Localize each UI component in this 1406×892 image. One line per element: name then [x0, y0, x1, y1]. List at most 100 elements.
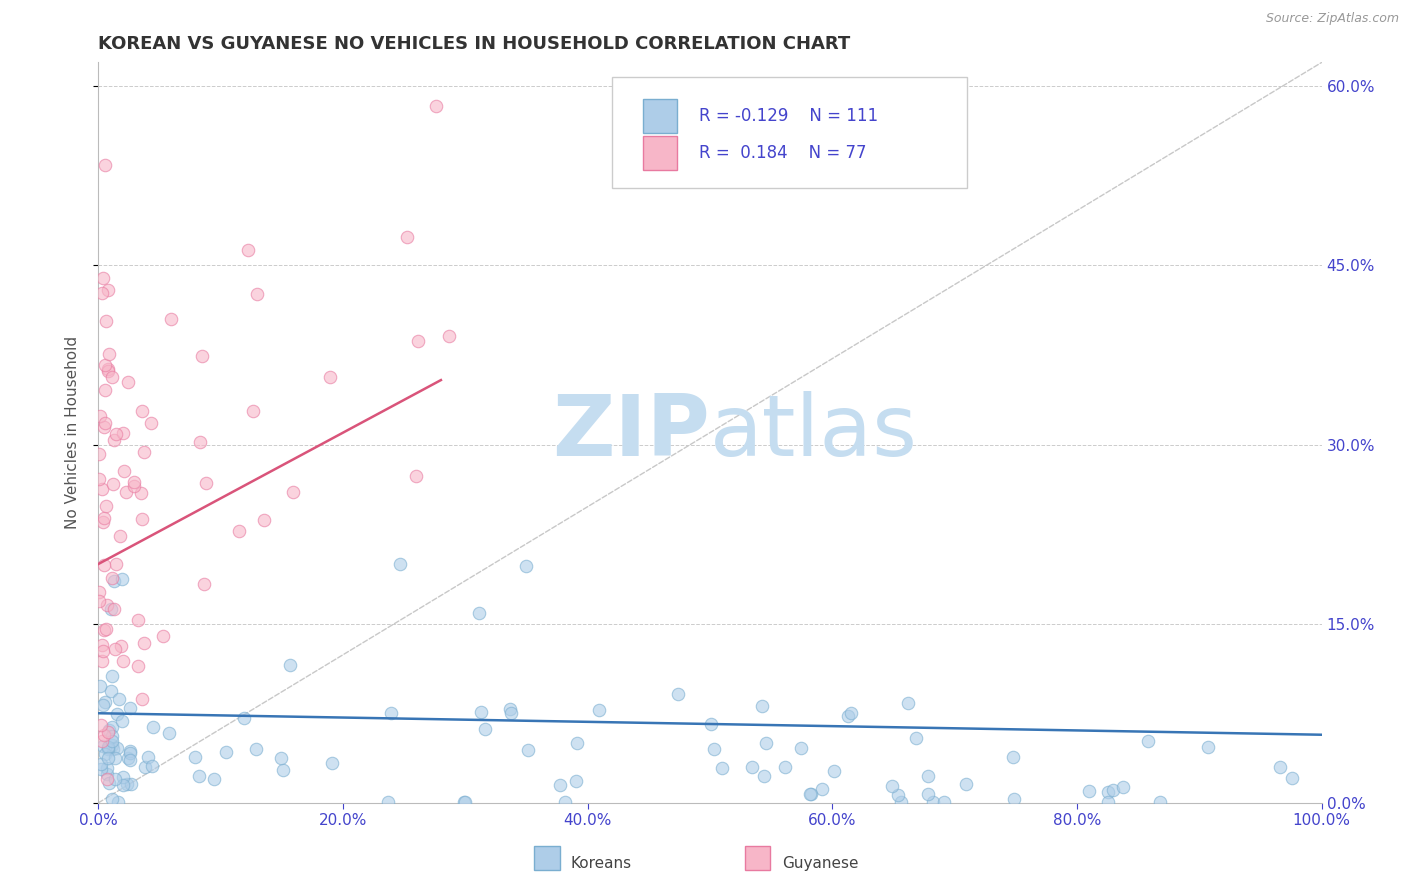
Point: [87, 585, 110, 599]
Point: [453, 795, 475, 809]
Point: [799, 787, 821, 801]
FancyBboxPatch shape: [643, 136, 678, 169]
Point: [136, 750, 159, 764]
Point: [87, 447, 110, 461]
Point: [134, 760, 156, 774]
Point: [897, 697, 920, 711]
Point: [100, 734, 122, 748]
Point: [91, 733, 114, 747]
Point: [94, 417, 117, 431]
Point: [111, 779, 134, 793]
Point: [499, 702, 522, 716]
Point: [93, 558, 115, 573]
Point: [516, 743, 538, 757]
Point: [131, 404, 153, 418]
Point: [93, 739, 115, 753]
Point: [91, 270, 114, 285]
Point: [129, 486, 152, 500]
Point: [790, 740, 813, 755]
Point: [1102, 782, 1125, 797]
Point: [1112, 780, 1135, 794]
Point: [319, 369, 342, 384]
Point: [115, 776, 138, 790]
Text: Guyanese: Guyanese: [782, 855, 858, 871]
Point: [515, 559, 537, 574]
Point: [87, 472, 110, 486]
Point: [118, 753, 141, 767]
Point: [101, 571, 124, 585]
Point: [839, 706, 862, 721]
Point: [101, 669, 124, 683]
Point: [97, 346, 120, 360]
Point: [101, 738, 124, 752]
Point: [437, 329, 460, 343]
Point: [100, 684, 122, 698]
Point: [588, 703, 610, 717]
Point: [160, 312, 183, 326]
Point: [917, 787, 939, 801]
Point: [932, 795, 955, 809]
Text: atlas: atlas: [710, 391, 918, 475]
Point: [377, 795, 399, 809]
Point: [118, 701, 141, 715]
Point: [104, 557, 127, 571]
Point: [880, 780, 903, 794]
Point: [104, 772, 127, 787]
Point: [132, 445, 155, 459]
FancyBboxPatch shape: [612, 78, 967, 188]
Text: ZIP: ZIP: [553, 391, 710, 475]
Point: [127, 614, 149, 628]
Point: [278, 657, 301, 672]
Point: [96, 313, 118, 327]
Point: [1002, 792, 1025, 806]
Point: [103, 574, 125, 588]
Point: [567, 736, 589, 750]
Point: [115, 485, 138, 500]
Point: [105, 427, 128, 442]
Point: [110, 572, 132, 586]
Y-axis label: No Vehicles in Household: No Vehicles in Household: [65, 336, 80, 529]
Point: [122, 479, 145, 493]
Point: [1197, 739, 1219, 754]
Point: [666, 687, 689, 701]
Point: [97, 740, 120, 755]
Point: [112, 770, 135, 784]
Point: [202, 772, 225, 786]
Point: [405, 469, 427, 483]
Point: [1001, 749, 1024, 764]
Point: [97, 362, 120, 376]
Point: [468, 607, 491, 621]
Point: [453, 795, 475, 809]
Point: [91, 644, 114, 658]
Point: [253, 513, 276, 527]
Point: [193, 577, 215, 591]
Point: [91, 286, 114, 301]
Point: [811, 781, 834, 796]
Point: [1097, 785, 1119, 799]
Point: [904, 731, 927, 746]
Point: [89, 409, 111, 423]
Point: [127, 659, 149, 673]
Point: [184, 750, 207, 764]
Point: [1149, 795, 1171, 809]
Point: [188, 769, 211, 783]
Point: [110, 639, 132, 653]
Point: [474, 723, 496, 737]
Point: [773, 760, 796, 774]
Point: [395, 229, 418, 244]
Point: [1281, 771, 1303, 785]
Point: [117, 751, 139, 765]
Point: [215, 745, 238, 759]
Point: [93, 623, 115, 637]
Point: [120, 777, 142, 791]
Point: [118, 744, 141, 758]
Point: [97, 724, 120, 739]
Point: [101, 729, 124, 743]
Point: [105, 707, 128, 722]
Point: [94, 747, 117, 761]
Point: [94, 622, 117, 636]
Point: [90, 482, 112, 496]
Point: [90, 638, 112, 652]
Point: [228, 524, 250, 539]
Point: [955, 777, 977, 791]
